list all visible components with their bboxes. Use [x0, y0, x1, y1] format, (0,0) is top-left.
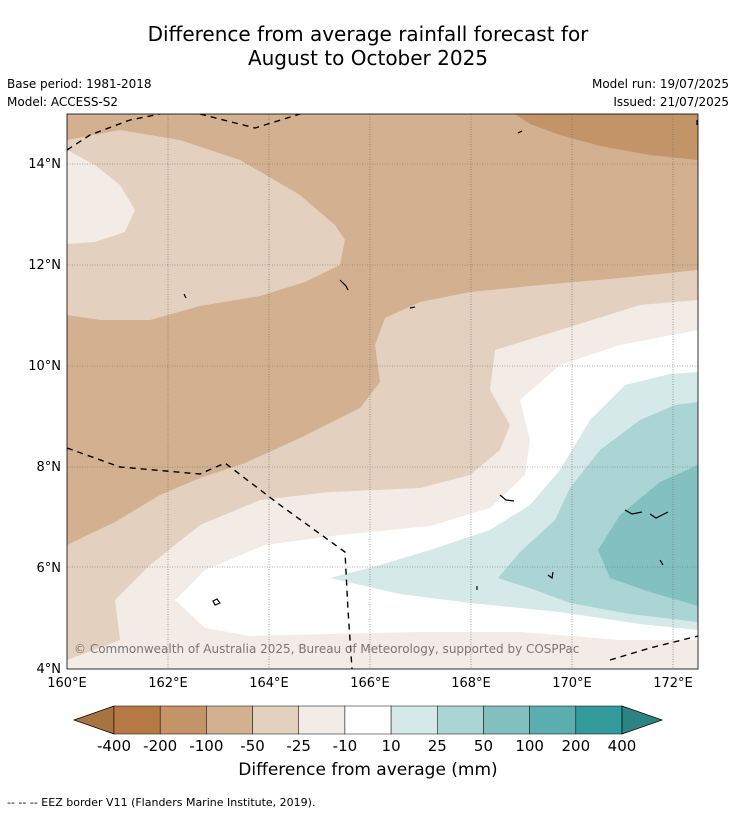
colorbar-tick-label: -10: [333, 737, 358, 755]
lat-label: 8°N: [37, 460, 62, 475]
map-contours: [67, 114, 698, 669]
copyright-text: © Commonwealth of Australia 2025, Bureau…: [74, 642, 579, 656]
graticule: [67, 114, 698, 669]
meta-right: Model run: 19/07/2025 Issued: 21/07/2025: [592, 75, 729, 111]
meta-left: Base period: 1981-2018 Model: ACCESS-S2: [7, 75, 152, 111]
colorbar-tick-label: 100: [515, 737, 544, 755]
colorbar-swatch: [113, 705, 161, 735]
colorbar-arrow-low: [72, 705, 115, 735]
lon-label: 172°E: [653, 676, 693, 691]
colorbar-arrow-high: [621, 705, 664, 735]
title-line-1: Difference from average rainfall forecas…: [147, 22, 589, 46]
issued-date: Issued: 21/07/2025: [613, 95, 729, 109]
colorbar-swatch: [390, 705, 438, 735]
colorbar-swatch: [206, 705, 253, 735]
colorbar-title: Difference from average (mm): [238, 760, 498, 780]
lon-label: 164°E: [249, 676, 289, 691]
model-name: Model: ACCESS-S2: [7, 95, 119, 109]
lon-label: 160°E: [47, 676, 87, 691]
colorbar-tick-label: -200: [143, 737, 177, 755]
colorbar-tick-label: -400: [97, 737, 131, 755]
model-run: Model run: 19/07/2025: [591, 77, 729, 91]
latitude-labels: 14°N 12°N 10°N 8°N 6°N 4°N: [28, 157, 61, 677]
map-title: Difference from average rainfall forecas…: [0, 22, 736, 70]
colorbar-swatch: [575, 705, 623, 735]
colorbar: -400 -200 -100 -50 -25 -10 10 25 50 100 200 400: [72, 705, 664, 755]
colorbar-tick-label: 50: [474, 737, 493, 755]
longitude-labels: 160°E 162°E 164°E 166°E 168°E 170°E 172°…: [47, 676, 693, 691]
lon-label: 162°E: [148, 676, 188, 691]
lon-label: 166°E: [350, 676, 390, 691]
colorbar-tick-label: -100: [189, 737, 223, 755]
lat-label: 4°N: [37, 662, 62, 677]
lon-label: 170°E: [552, 676, 592, 691]
lat-label: 14°N: [28, 157, 61, 172]
lat-label: 10°N: [28, 359, 61, 374]
lon-label: 168°E: [451, 676, 491, 691]
colorbar-swatch: [344, 705, 392, 735]
base-period: Base period: 1981-2018: [7, 77, 152, 91]
colorbar-swatch: [252, 705, 299, 735]
contour-minus-50-area: [67, 130, 345, 320]
eez-legend-footer: -- -- -- EEZ border V11 (Flanders Marine…: [7, 796, 316, 809]
colorbar-tick-label: 200: [561, 737, 590, 755]
colorbar-swatch: [159, 705, 207, 735]
colorbar-swatch: [529, 705, 577, 735]
title-line-2: August to October 2025: [247, 46, 489, 70]
colorbar-swatch: [298, 705, 346, 735]
contour-minus-25-patch: [67, 150, 135, 244]
contour-plus-50-area: [598, 465, 698, 606]
colorbar-tick-label: 400: [608, 737, 637, 755]
map-frame: [66, 113, 699, 670]
colorbar-tick-label: -25: [286, 737, 311, 755]
islands: [183, 120, 698, 606]
eez-border: [67, 114, 698, 669]
colorbar-tick-label: -50: [240, 737, 265, 755]
lat-label: 6°N: [37, 561, 62, 576]
colorbar-tick-label: 25: [428, 737, 447, 755]
colorbar-tick-label: 10: [382, 737, 401, 755]
colorbar-swatch: [437, 705, 484, 735]
lat-label: 12°N: [28, 258, 61, 273]
colorbar-swatch: [483, 705, 530, 735]
contour-minus-200-area: [515, 114, 698, 160]
